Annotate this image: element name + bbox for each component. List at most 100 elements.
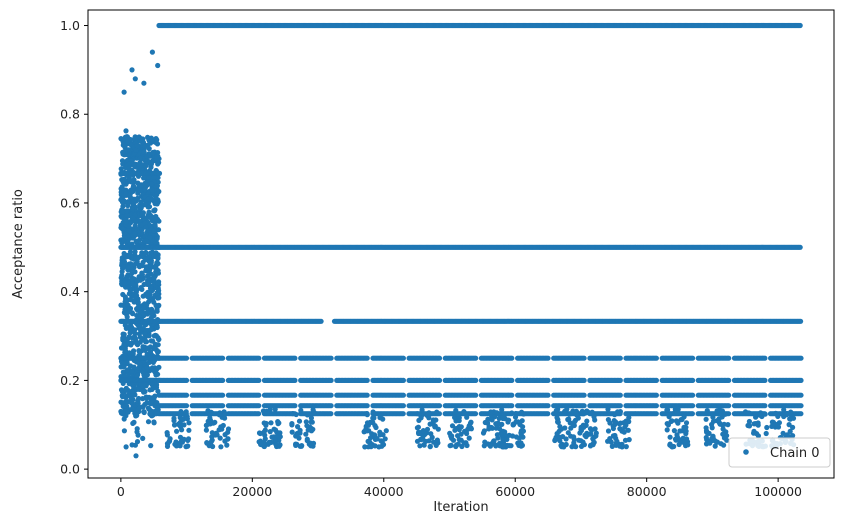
data-point bbox=[118, 166, 124, 172]
data-point bbox=[142, 187, 148, 193]
data-point bbox=[143, 250, 149, 256]
data-point bbox=[690, 403, 696, 409]
data-point bbox=[136, 386, 142, 392]
data-point bbox=[126, 228, 132, 234]
data-point bbox=[149, 187, 155, 193]
data-point bbox=[726, 403, 732, 409]
data-point bbox=[148, 161, 154, 167]
data-point bbox=[151, 228, 157, 234]
data-point bbox=[129, 406, 136, 412]
data-point bbox=[153, 302, 159, 308]
data-point bbox=[617, 392, 623, 398]
data-point bbox=[156, 188, 162, 195]
data-point bbox=[144, 293, 151, 299]
data-point bbox=[152, 222, 158, 228]
data-point bbox=[120, 291, 126, 298]
data-point bbox=[400, 411, 406, 417]
data-point bbox=[150, 149, 156, 156]
data-point bbox=[142, 301, 148, 307]
data-point bbox=[149, 49, 155, 55]
data-point bbox=[129, 368, 135, 374]
data-point bbox=[123, 128, 129, 134]
data-point bbox=[145, 419, 152, 425]
data-point bbox=[125, 284, 132, 290]
data-point bbox=[142, 143, 148, 149]
data-point bbox=[133, 238, 139, 244]
data-point bbox=[509, 392, 515, 398]
data-point bbox=[120, 203, 126, 209]
data-point bbox=[123, 444, 129, 450]
data-point bbox=[120, 335, 126, 341]
data-point bbox=[132, 231, 138, 237]
data-point bbox=[155, 270, 161, 276]
data-point bbox=[120, 331, 126, 337]
data-point bbox=[140, 293, 146, 299]
data-point bbox=[292, 377, 298, 383]
data-point bbox=[155, 255, 161, 261]
data-point bbox=[120, 161, 126, 167]
data-point bbox=[364, 392, 370, 398]
data-point bbox=[124, 212, 130, 218]
data-point bbox=[798, 355, 804, 361]
data-point bbox=[133, 147, 139, 153]
data-point bbox=[617, 355, 623, 361]
data-point bbox=[690, 355, 696, 361]
data-point bbox=[690, 392, 696, 398]
data-point bbox=[146, 174, 152, 180]
data-point bbox=[130, 215, 136, 221]
data-point bbox=[318, 318, 324, 324]
data-point bbox=[139, 270, 145, 276]
data-point bbox=[137, 188, 143, 194]
data-point bbox=[256, 355, 262, 361]
data-point bbox=[122, 253, 128, 259]
data-point bbox=[134, 373, 140, 379]
data-point bbox=[154, 324, 160, 331]
data-point bbox=[129, 442, 135, 448]
data-point bbox=[400, 392, 406, 398]
data-point bbox=[545, 392, 551, 398]
data-point bbox=[509, 377, 515, 383]
data-point bbox=[509, 355, 515, 361]
data-point bbox=[142, 336, 148, 342]
data-point bbox=[132, 294, 138, 300]
data-point bbox=[141, 149, 147, 155]
data-point bbox=[147, 387, 153, 393]
data-point bbox=[124, 208, 130, 214]
data-point bbox=[292, 403, 298, 409]
data-point bbox=[122, 399, 128, 405]
data-point bbox=[139, 211, 145, 217]
data-point bbox=[155, 371, 161, 377]
data-point bbox=[156, 170, 163, 176]
data-point bbox=[120, 179, 126, 185]
data-point bbox=[146, 209, 152, 215]
data-point bbox=[545, 411, 551, 417]
data-point bbox=[133, 453, 139, 459]
data-point bbox=[139, 162, 145, 168]
data-point bbox=[364, 355, 370, 361]
data-point bbox=[129, 206, 135, 212]
data-point bbox=[155, 261, 161, 267]
data-point bbox=[127, 249, 134, 255]
data-point bbox=[120, 141, 127, 147]
data-point bbox=[129, 310, 135, 316]
data-point bbox=[156, 288, 162, 294]
data-point bbox=[256, 403, 262, 409]
data-point bbox=[148, 263, 154, 270]
data-point bbox=[119, 199, 126, 205]
data-point bbox=[131, 348, 137, 354]
data-point bbox=[148, 443, 154, 449]
data-point bbox=[138, 285, 144, 291]
data-point bbox=[123, 373, 129, 379]
data-point bbox=[726, 377, 732, 383]
data-point bbox=[141, 305, 147, 311]
data-point bbox=[151, 274, 157, 281]
data-point bbox=[400, 355, 406, 361]
data-point bbox=[135, 195, 141, 201]
data-point bbox=[581, 392, 587, 398]
data-point bbox=[121, 259, 128, 265]
data-point bbox=[436, 377, 443, 383]
data-point bbox=[126, 165, 132, 171]
data-point bbox=[143, 224, 149, 230]
data-point bbox=[135, 304, 141, 310]
data-point bbox=[134, 341, 140, 347]
